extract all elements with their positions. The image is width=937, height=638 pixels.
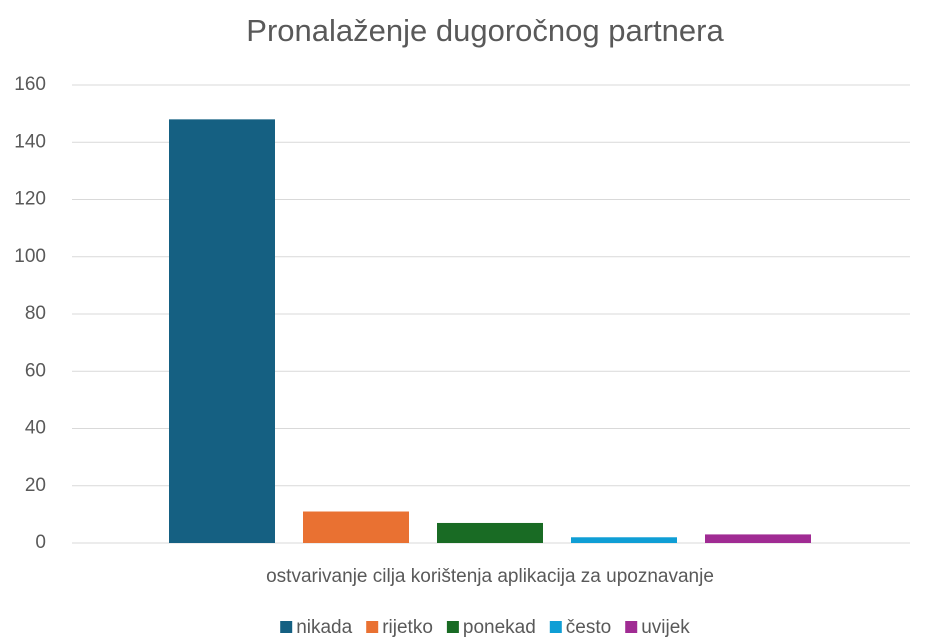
y-tick-label: 120	[14, 189, 46, 210]
y-tick-label: 100	[14, 246, 46, 267]
bar	[705, 534, 811, 543]
legend-label: uvijek	[641, 617, 690, 638]
legend-swatch	[625, 621, 638, 633]
bar	[303, 511, 409, 543]
legend-label: nikada	[296, 617, 352, 638]
bar	[437, 522, 543, 543]
bar	[571, 537, 677, 543]
legend-swatch	[366, 621, 379, 633]
y-tick-label: 20	[25, 475, 46, 496]
legend-swatch	[446, 621, 459, 633]
y-tick-label: 160	[14, 74, 46, 95]
y-tick-label: 40	[25, 418, 46, 439]
bar	[169, 119, 275, 543]
y-tick-label: 80	[25, 303, 46, 324]
legend-label: ponekad	[463, 617, 536, 638]
x-tick-label: ostvarivanje cilja korištenja aplikacija…	[266, 566, 714, 587]
legend-swatch	[280, 621, 293, 633]
legend-label: rijetko	[382, 617, 433, 638]
y-tick-label: 140	[14, 131, 46, 152]
y-tick-label: 0	[35, 532, 46, 553]
y-tick-label: 60	[25, 360, 46, 381]
legend-swatch	[549, 621, 562, 633]
chart-title: Pronalaženje dugoročnog partnera	[246, 13, 724, 48]
legend-label: često	[566, 617, 611, 638]
